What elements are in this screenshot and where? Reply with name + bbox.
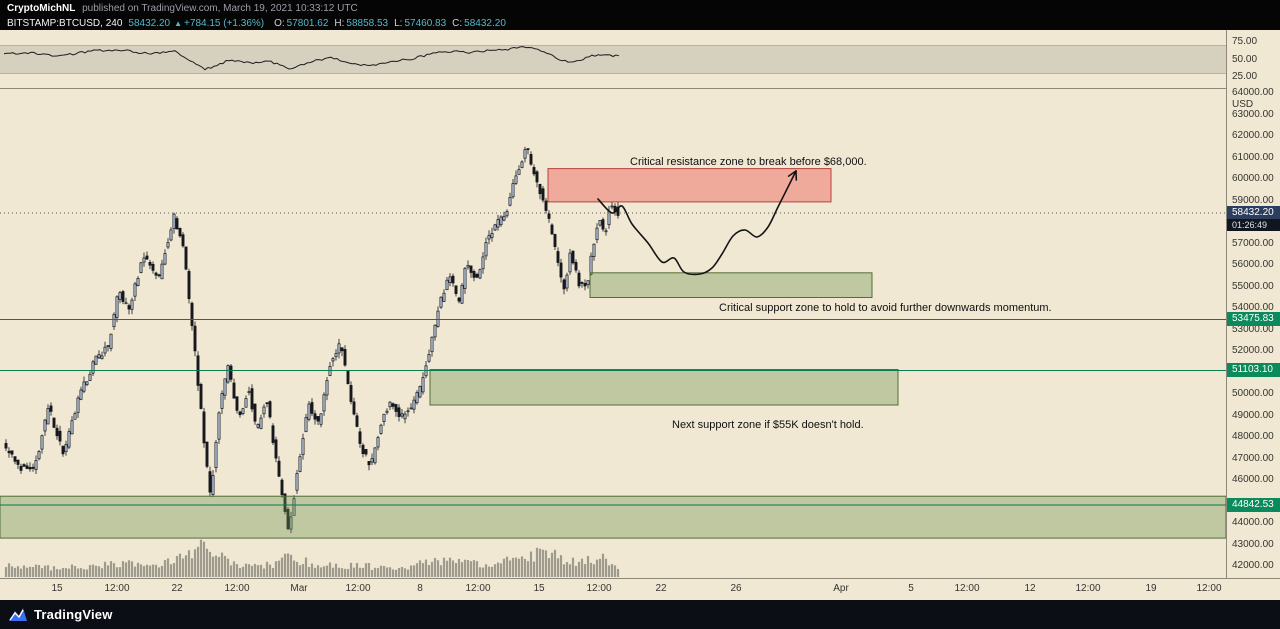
footer-bar: TradingView — [0, 600, 1280, 629]
time-axis-tick: 5 — [908, 583, 914, 594]
time-axis-tick: 12:00 — [1075, 583, 1101, 594]
time-axis-tick: 22 — [171, 583, 183, 594]
annotation-text[interactable]: Critical support zone to hold to avoid f… — [719, 302, 1052, 314]
ohlc-values: O: 57801.62 H: 58858.53 L: 57460.83 C: 58432.20 — [268, 18, 506, 29]
time-axis-tick: 26 — [730, 583, 742, 594]
price-axis-tick: 57000.00 — [1232, 237, 1274, 249]
price-axis-tick: 48000.00 — [1232, 431, 1274, 443]
drawn-arrow[interactable] — [597, 170, 797, 276]
price-axis[interactable]: 75.00 50.00 25.00 64000.00 USD 63000.00 62000.… — [1226, 30, 1280, 578]
time-axis-tick: 22 — [655, 583, 667, 594]
price-axis-tick: 50000.00 — [1232, 388, 1274, 400]
publish-info: CryptoMichNL published on TradingView.co… — [0, 0, 1280, 15]
ohlc-label: C: — [452, 17, 463, 29]
header-bars: CryptoMichNL published on TradingView.co… — [0, 0, 1280, 30]
time-axis-tick: 15 — [51, 583, 63, 594]
time-axis-tick: 19 — [1145, 583, 1157, 594]
annotation-text[interactable]: Next support zone if $55K doesn't hold. — [672, 419, 864, 431]
chart-canvas[interactable]: Critical resistance zone to break before… — [0, 30, 1227, 600]
price-level-badge: 53475.83 — [1227, 312, 1280, 327]
time-axis-tick: 12:00 — [104, 583, 130, 594]
time-axis-tick: 12:00 — [954, 583, 980, 594]
time-axis[interactable]: 15 12:00 22 12:00 Mar 12:00 8 12:00 15 12:00 22 26 A… — [0, 578, 1280, 600]
time-axis-tick: 15 — [533, 583, 545, 594]
time-axis-tick: Mar — [290, 583, 308, 594]
price-axis-tick: 52000.00 — [1232, 345, 1274, 357]
price-axis-tick: 54000.00 — [1232, 302, 1274, 314]
price-axis-tick: 60000.00 — [1232, 173, 1274, 185]
support-zone[interactable] — [429, 369, 899, 406]
time-axis-tick: Apr — [833, 583, 849, 594]
price-axis-tick: 42000.00 — [1232, 560, 1274, 572]
ohlc-value: 58432.20 — [464, 17, 506, 29]
price-axis-tick: 64000.00 — [1232, 87, 1274, 99]
ohlc-label: L: — [394, 17, 403, 29]
tradingview-logo-icon[interactable] — [8, 607, 28, 623]
price-axis-tick: 43000.00 — [1232, 538, 1274, 550]
ohlc-value: 57801.62 — [286, 17, 329, 29]
author-name[interactable]: CryptoMichNL — [7, 3, 76, 14]
price-axis-tick: 55000.00 — [1232, 280, 1274, 292]
price-axis-currency: USD — [1232, 99, 1254, 111]
indicator-axis-tick: 75.00 — [1232, 36, 1258, 47]
price-axis-tick: 49000.00 — [1232, 409, 1274, 421]
current-price-badge: 58432.20 01:26:49 — [1227, 206, 1280, 231]
indicator-axis-tick: 25.00 — [1232, 71, 1258, 82]
price-axis-tick: 56000.00 — [1232, 259, 1274, 271]
indicator-axis-tick: 50.00 — [1232, 53, 1258, 65]
time-axis-tick: 12:00 — [586, 583, 612, 594]
chart-svg[interactable]: Critical resistance zone to break before… — [0, 30, 1227, 600]
price-axis-tick: 59000.00 — [1232, 194, 1274, 206]
price-axis-tick: 53000.00 — [1232, 323, 1274, 335]
price-level-badge: 51103.10 — [1227, 363, 1280, 378]
ohlc-value: 58858.53 — [346, 17, 389, 29]
time-axis-tick: 8 — [417, 583, 423, 594]
price-axis-tick: 44000.00 — [1232, 517, 1274, 529]
ohlc-value: 57460.83 — [404, 17, 447, 29]
symbol-name[interactable]: BITSTAMP:BTCUSD, 240 — [7, 17, 123, 29]
price-axis-tick: 63000.00 — [1232, 108, 1274, 120]
time-axis-tick: 12:00 — [1196, 583, 1222, 594]
price-level-badge: 44842.53 — [1227, 498, 1280, 512]
indicator-line — [3, 46, 620, 71]
price-axis-tick: 47000.00 — [1232, 452, 1274, 464]
ohlc-label: O: — [274, 17, 285, 29]
ohlc-label: H: — [334, 17, 345, 29]
support-zone[interactable] — [589, 272, 873, 298]
price-axis-tick: 61000.00 — [1232, 151, 1274, 163]
up-arrow-icon: ▲ — [174, 18, 183, 28]
time-axis-tick: 12:00 — [345, 583, 371, 594]
price-axis-tick: 62000.00 — [1232, 130, 1274, 142]
time-axis-tick: 12:00 — [224, 583, 250, 594]
price-axis-tick: 46000.00 — [1232, 474, 1274, 486]
footer-brand[interactable]: TradingView — [34, 607, 113, 622]
symbol-info-bar: BITSTAMP:BTCUSD, 240 58432.20 ▲ +784.15 … — [0, 15, 1280, 30]
time-axis-tick: 12 — [1024, 583, 1036, 594]
support-zone[interactable] — [0, 495, 1227, 539]
publish-text: published on TradingView.com, March 19, … — [82, 3, 358, 14]
last-price: 58432.20 — [128, 17, 171, 29]
annotation-text[interactable]: Critical resistance zone to break before… — [630, 156, 867, 168]
price-change: +784.15 (+1.36%) — [184, 17, 265, 29]
time-axis-tick: 12:00 — [465, 583, 491, 594]
